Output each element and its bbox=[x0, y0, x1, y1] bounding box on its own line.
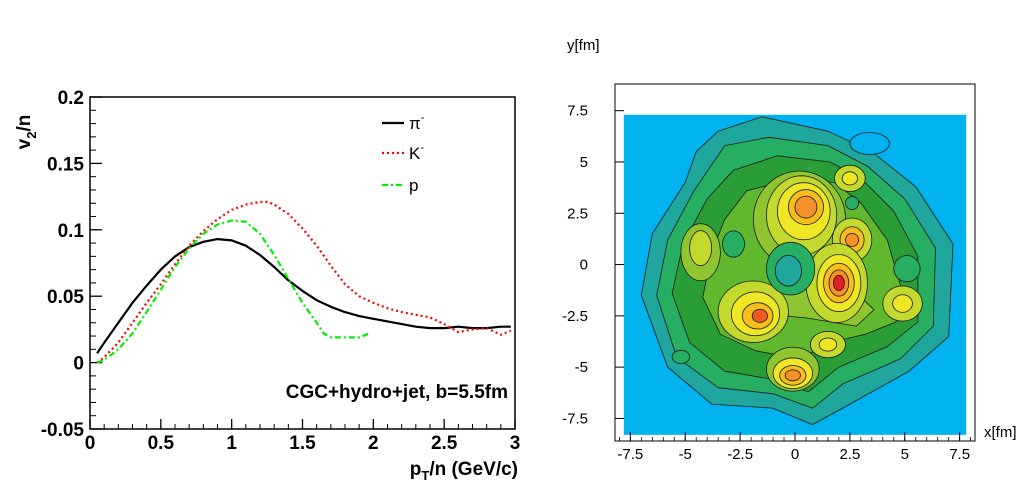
contour-level-0 bbox=[640, 116, 954, 426]
contour-level-2 bbox=[671, 155, 919, 393]
contour-valley-right bbox=[893, 255, 921, 283]
contour-peak-lowleft-l3 bbox=[741, 302, 774, 330]
legend-label-pi: π- bbox=[409, 112, 425, 133]
map-y-tick-label: -2.5 bbox=[562, 308, 588, 325]
map-x-tick-label: -2.5 bbox=[727, 446, 753, 463]
contour-valley-lowleft bbox=[671, 349, 691, 364]
contour-peak-lowleft-l4 bbox=[751, 308, 768, 323]
map-y-tick-label: -5 bbox=[575, 359, 588, 376]
y-tick-label: 0.15 bbox=[47, 154, 84, 175]
y-tick-label: 0.1 bbox=[58, 221, 85, 242]
x-tick-label: 3 bbox=[510, 433, 521, 454]
x-tick-label: 1.5 bbox=[289, 433, 316, 454]
y-tick-label: 0.05 bbox=[47, 287, 84, 308]
series-line-0 bbox=[96, 238, 511, 354]
contour-peak-center-l3 bbox=[823, 262, 855, 304]
series-line-2 bbox=[96, 219, 370, 364]
map-y-tick-label: 7.5 bbox=[567, 103, 588, 120]
contour-peak-bottom-l1 bbox=[766, 346, 820, 392]
legend-item-k: K- bbox=[382, 142, 424, 163]
map-frame bbox=[614, 83, 976, 442]
contour-peak-bottom-l3 bbox=[779, 365, 807, 386]
map-y-tick-label: 5 bbox=[580, 154, 588, 171]
contour-peak-right-l1 bbox=[831, 217, 873, 263]
contour-peak-lowleft-l1 bbox=[717, 280, 789, 343]
x-tick-label: 2 bbox=[368, 433, 379, 454]
y-axis-title: v2/n bbox=[14, 115, 39, 150]
legend-label-k: K- bbox=[409, 142, 424, 163]
map-x-tick-label: -5 bbox=[679, 446, 692, 463]
y-tick-label: 0 bbox=[73, 354, 84, 375]
contour-peak-center-l5 bbox=[833, 274, 845, 292]
chart-annotation: CGC+hydro+jet, b=5.5fm bbox=[286, 382, 508, 403]
x-tick-label: 0 bbox=[85, 433, 96, 454]
series-line-1 bbox=[96, 200, 512, 364]
map-x-tick-label: -7.5 bbox=[617, 446, 643, 463]
contour-peak-top-l1 bbox=[752, 170, 846, 269]
contour-peak-bottom-l2 bbox=[772, 357, 813, 390]
legend-item-p: p bbox=[382, 176, 418, 195]
x-tick-label: 2.5 bbox=[431, 433, 458, 454]
contour-peak-top-l2 bbox=[766, 175, 838, 256]
map-x-tick-label: 7.5 bbox=[949, 446, 970, 463]
contour-peak-top-l3 bbox=[777, 182, 831, 241]
map-x-tick-label: 0 bbox=[791, 446, 799, 463]
x-tick-label: 0.5 bbox=[148, 433, 175, 454]
x-tick-label: 1 bbox=[226, 433, 237, 454]
map-y-tick-label: -7.5 bbox=[562, 410, 588, 427]
contour-peak-center-l2 bbox=[816, 254, 862, 312]
map-y-tick-label: 2.5 bbox=[567, 205, 588, 222]
contour-valley-topright bbox=[845, 196, 860, 210]
contour-peak-left-outer bbox=[680, 223, 721, 282]
contour-peak-top-l4 bbox=[788, 189, 824, 226]
contour-level-4 bbox=[724, 284, 875, 327]
map-y-tick-label: 0 bbox=[580, 257, 588, 274]
legend-item-pi: π- bbox=[382, 112, 425, 133]
contour-peak-bottomright-l2 bbox=[818, 337, 838, 352]
contour-peak-right-l2 bbox=[839, 226, 865, 254]
y-tick-label: -0.05 bbox=[41, 420, 85, 441]
legend: π- K- p bbox=[382, 112, 425, 195]
contour-valley-left bbox=[722, 230, 745, 258]
contour-peak-bottom-l4 bbox=[784, 369, 801, 382]
contour-peak-farright-l2 bbox=[892, 294, 913, 313]
contour-peak-lowleft-l2 bbox=[730, 291, 781, 337]
contour-peak-topright-l2 bbox=[841, 171, 858, 186]
contour-peak-center-l4 bbox=[828, 269, 850, 297]
contour-peak-center-l1 bbox=[805, 243, 868, 323]
y-tick-label: 0.2 bbox=[58, 88, 84, 109]
contour-peak-right-l3 bbox=[845, 232, 860, 247]
left-plot-frame bbox=[89, 96, 516, 430]
contour-peak-farright-l1 bbox=[882, 285, 923, 322]
contour-valley-center bbox=[766, 241, 816, 296]
map-background bbox=[623, 114, 967, 435]
contour-peak-topright-l1 bbox=[834, 164, 866, 192]
contour-peak-bottomright-l1 bbox=[809, 330, 846, 359]
map-x-axis-title: x[fm] bbox=[984, 424, 1017, 441]
contour-peak-left-inner bbox=[689, 230, 712, 267]
x-axis-title: pT/n (GeV/c) bbox=[410, 459, 518, 482]
contour-peak-top-l5 bbox=[794, 195, 818, 219]
map-y-axis-title: y[fm] bbox=[567, 37, 600, 54]
contour-level-3 bbox=[702, 177, 901, 360]
contour-valley-center-inner bbox=[774, 254, 802, 287]
map-x-tick-label: 2.5 bbox=[839, 446, 860, 463]
contour-valley-top bbox=[849, 132, 890, 155]
contour-level-1 bbox=[656, 136, 936, 409]
map-x-tick-label: 5 bbox=[901, 446, 909, 463]
legend-label-p: p bbox=[409, 176, 418, 195]
